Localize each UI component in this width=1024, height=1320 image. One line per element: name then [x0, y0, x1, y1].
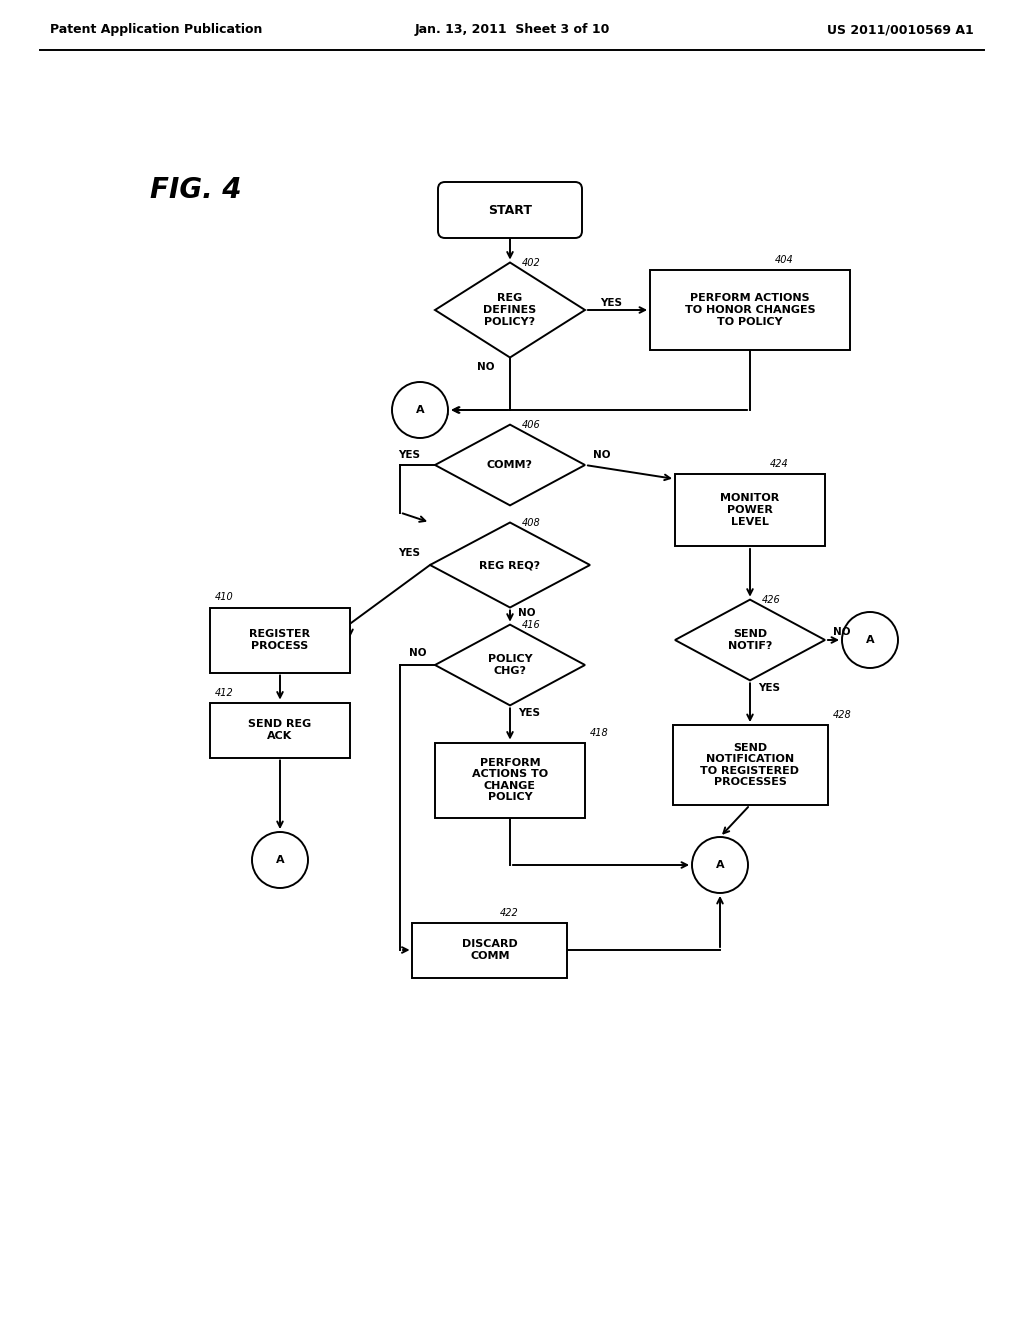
FancyBboxPatch shape	[438, 182, 582, 238]
Text: 402: 402	[522, 257, 541, 268]
Text: PERFORM ACTIONS
TO HONOR CHANGES
TO POLICY: PERFORM ACTIONS TO HONOR CHANGES TO POLI…	[685, 293, 815, 326]
Circle shape	[842, 612, 898, 668]
Bar	[435, 742, 585, 817]
Text: 428: 428	[833, 710, 851, 719]
Circle shape	[392, 381, 447, 438]
Circle shape	[692, 837, 748, 894]
Text: POLICY
CHG?: POLICY CHG?	[487, 655, 532, 676]
Text: 418: 418	[590, 727, 608, 738]
Text: SEND
NOTIF?: SEND NOTIF?	[728, 630, 772, 651]
Polygon shape	[675, 599, 825, 680]
Text: NO: NO	[833, 627, 851, 638]
Bar	[673, 725, 827, 805]
Text: YES: YES	[758, 684, 780, 693]
Text: YES: YES	[600, 298, 622, 308]
Text: START: START	[488, 203, 532, 216]
Text: Patent Application Publication: Patent Application Publication	[50, 24, 262, 37]
Text: NO: NO	[477, 363, 495, 372]
Text: 408: 408	[522, 517, 541, 528]
Text: COMM?: COMM?	[487, 459, 534, 470]
Text: REG
DEFINES
POLICY?: REG DEFINES POLICY?	[483, 293, 537, 326]
Text: YES: YES	[518, 709, 540, 718]
Text: NO: NO	[410, 648, 427, 657]
Text: A: A	[416, 405, 424, 414]
Text: 426: 426	[762, 594, 780, 605]
Polygon shape	[435, 425, 585, 506]
Text: NO: NO	[518, 607, 536, 618]
Polygon shape	[430, 523, 590, 607]
Text: PERFORM
ACTIONS TO
CHANGE
POLICY: PERFORM ACTIONS TO CHANGE POLICY	[472, 758, 548, 803]
Text: US 2011/0010569 A1: US 2011/0010569 A1	[827, 24, 974, 37]
Text: REGISTER
PROCESS: REGISTER PROCESS	[250, 630, 310, 651]
Text: MONITOR
POWER
LEVEL: MONITOR POWER LEVEL	[720, 494, 779, 527]
Bar	[210, 607, 350, 672]
Text: YES: YES	[398, 548, 420, 558]
Polygon shape	[435, 624, 585, 705]
Text: 404: 404	[775, 255, 794, 265]
Text: A: A	[716, 861, 724, 870]
Text: FIG. 4: FIG. 4	[150, 176, 242, 205]
Text: NO: NO	[593, 450, 610, 459]
Text: DISCARD
COMM: DISCARD COMM	[462, 940, 518, 961]
Text: 412: 412	[215, 688, 233, 697]
Text: SEND REG
ACK: SEND REG ACK	[249, 719, 311, 741]
Text: Jan. 13, 2011  Sheet 3 of 10: Jan. 13, 2011 Sheet 3 of 10	[415, 24, 609, 37]
Text: A: A	[275, 855, 285, 865]
Text: 406: 406	[522, 420, 541, 429]
Text: YES: YES	[398, 450, 420, 459]
Bar	[650, 271, 850, 350]
Text: REG REQ?: REG REQ?	[479, 560, 541, 570]
Text: 410: 410	[215, 593, 233, 602]
Text: 422: 422	[500, 908, 519, 917]
Bar	[413, 923, 567, 978]
Text: SEND
NOTIFICATION
TO REGISTERED
PROCESSES: SEND NOTIFICATION TO REGISTERED PROCESSE…	[700, 743, 800, 788]
Circle shape	[252, 832, 308, 888]
Text: A: A	[865, 635, 874, 645]
Text: 424: 424	[770, 459, 788, 469]
Polygon shape	[435, 263, 585, 358]
Text: 416: 416	[522, 619, 541, 630]
Bar	[210, 702, 350, 758]
Bar	[675, 474, 825, 546]
